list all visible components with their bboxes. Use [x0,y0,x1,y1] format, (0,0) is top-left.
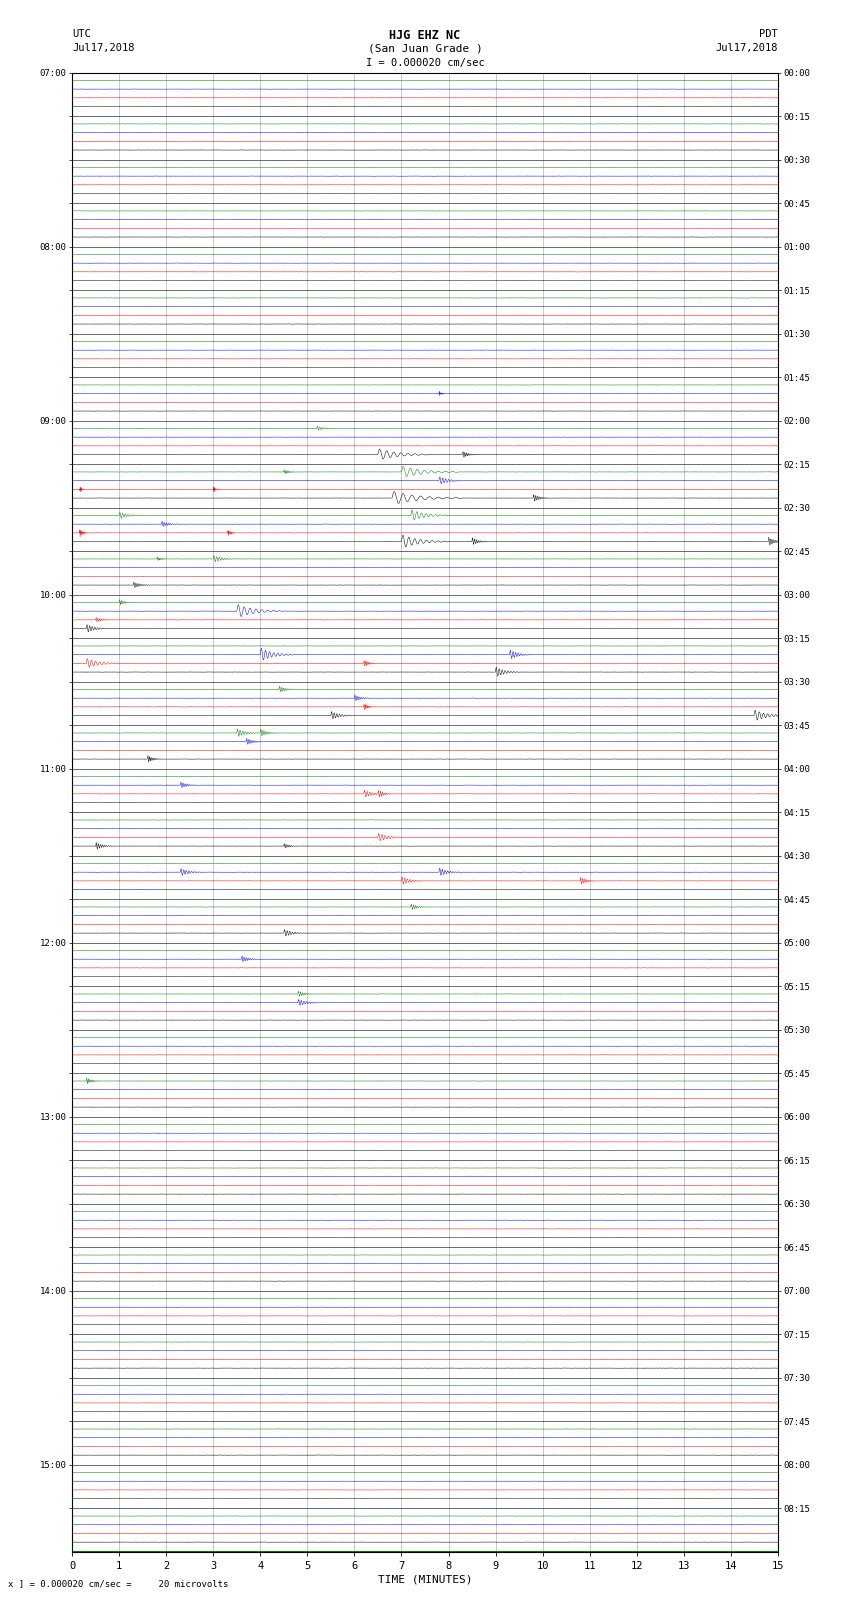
X-axis label: TIME (MINUTES): TIME (MINUTES) [377,1574,473,1586]
Text: PDT: PDT [759,29,778,39]
Text: (San Juan Grade ): (San Juan Grade ) [367,44,483,53]
Text: I = 0.000020 cm/sec: I = 0.000020 cm/sec [366,58,484,68]
Text: UTC: UTC [72,29,91,39]
Text: x ] = 0.000020 cm/sec =     20 microvolts: x ] = 0.000020 cm/sec = 20 microvolts [8,1579,229,1589]
Text: HJG EHZ NC: HJG EHZ NC [389,29,461,42]
Text: Jul17,2018: Jul17,2018 [715,44,778,53]
Text: Jul17,2018: Jul17,2018 [72,44,135,53]
